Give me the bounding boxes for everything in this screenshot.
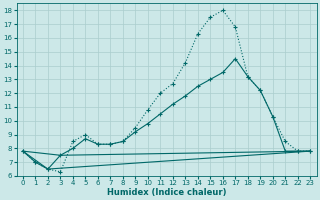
X-axis label: Humidex (Indice chaleur): Humidex (Indice chaleur) (107, 188, 226, 197)
